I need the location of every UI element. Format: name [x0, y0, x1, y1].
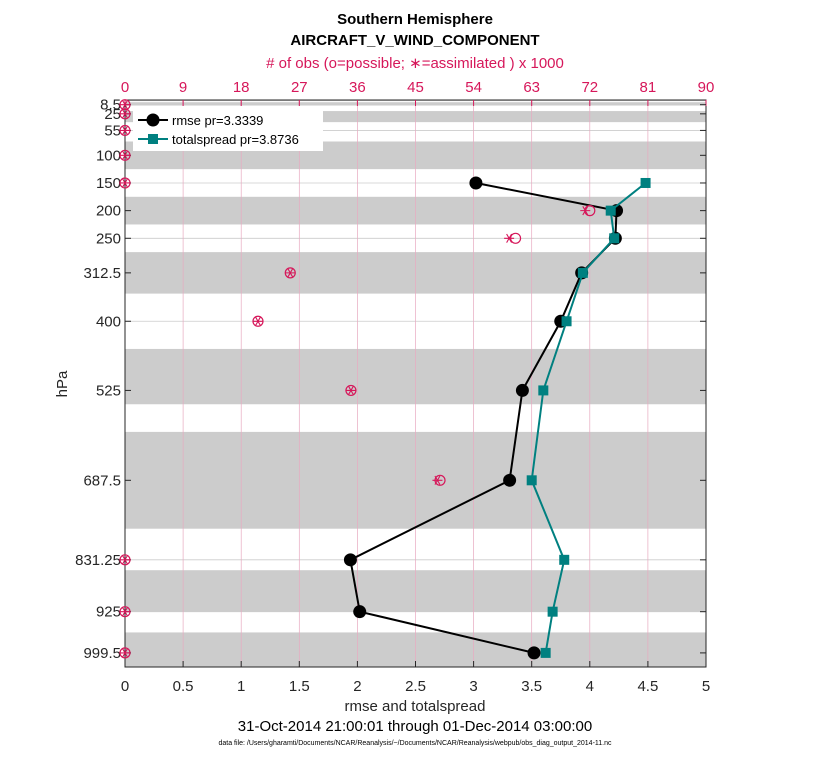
x-tick-label: 1: [237, 678, 245, 695]
data-point-rmse: [343, 553, 357, 567]
series-line-totalspread: [530, 182, 647, 654]
x-axis-top: 0 9 18 27 36 45 54 63 72 81 90: [121, 79, 715, 96]
legend-label-rmse: rmse pr=3.3339: [172, 113, 263, 128]
series-totalspread: [526, 177, 651, 658]
obs-assimilated-point: [120, 150, 130, 160]
x-tick-label: 4: [586, 678, 594, 695]
x-tick-label: 3.5: [521, 678, 542, 695]
top-tick-label: 18: [233, 79, 250, 96]
x-tick-label: 5: [702, 678, 710, 695]
top-tick-label: 81: [640, 79, 657, 96]
data-point-totalspread: [538, 385, 549, 396]
obs-assimilated-point: [580, 206, 591, 216]
y-tick-label: 8.5: [100, 97, 121, 114]
data-point-rmse: [503, 473, 517, 487]
data-point-totalspread: [609, 233, 620, 244]
x-tick-label: 1.5: [289, 678, 310, 695]
data-point-totalspread: [561, 316, 572, 327]
x-tick-label: 3: [469, 678, 477, 695]
obs-assimilated-point: [504, 233, 515, 243]
x-tick-label: 2.5: [405, 678, 426, 695]
y-tick-label: 150: [96, 175, 121, 192]
obs-assimilated-point: [120, 555, 130, 565]
data-point-totalspread: [540, 647, 551, 658]
chart-title: Southern Hemisphere: [337, 11, 493, 28]
data-point-totalspread: [559, 554, 570, 565]
top-tick-label: 90: [698, 79, 715, 96]
date-range-label: 31-Oct-2014 21:00:01 through 01-Dec-2014…: [238, 718, 592, 735]
data-point-totalspread: [605, 205, 616, 216]
y-tick-label: 400: [96, 313, 121, 330]
x-axis-bottom: 0 0.5 1 1.5 2 2.5 3 3.5 4 4.5 5: [121, 100, 710, 695]
obs-assimilated-point: [120, 109, 130, 119]
legend-box: [133, 106, 323, 151]
y-tick-label: 312.5: [83, 265, 121, 282]
obs-assimilated-point: [345, 385, 356, 396]
data-point-rmse: [353, 605, 367, 619]
x-tick-label: 2: [353, 678, 361, 695]
data-point-totalspread: [577, 267, 588, 278]
top-tick-label: 36: [349, 79, 366, 96]
obs-assimilated-point: [252, 316, 263, 326]
chart-subtitle: AIRCRAFT_V_WIND_COMPONENT: [290, 32, 539, 49]
y-tick-label: 687.5: [83, 472, 121, 489]
y-tick-label: 100: [96, 147, 121, 164]
top-tick-label: 54: [465, 79, 482, 96]
y-tick-label: 250: [96, 230, 121, 247]
x-tick-label: 0.5: [173, 678, 194, 695]
y-tick-label: 831.25: [75, 552, 121, 569]
top-tick-label: 27: [291, 79, 308, 96]
y-tick-label: 925: [96, 604, 121, 621]
x-tick-label: 0: [121, 678, 129, 695]
legend: rmse pr=3.3339 totalspread pr=3.8736: [133, 106, 323, 151]
y-tick-label: 25: [104, 106, 121, 123]
obs-assimilated-point: [285, 268, 296, 278]
obs-assimilated-point: [432, 475, 443, 485]
data-point-rmse: [469, 176, 483, 190]
obs-assimilated-point: [120, 100, 130, 110]
top-tick-label: 45: [407, 79, 424, 96]
legend-marker-totalspread: [148, 134, 158, 144]
legend-marker-rmse: [146, 113, 160, 127]
obs-assimilated-point: [120, 178, 130, 188]
series-line-rmse: [349, 181, 618, 654]
top-tick-label: 0: [121, 79, 129, 96]
y-axis-label: hPa: [54, 370, 71, 397]
obs-assimilated-point: [120, 125, 130, 136]
data-point-totalspread: [547, 606, 558, 617]
data-file-footnote: data file: /Users/gharamti/Documents/NCA…: [218, 740, 612, 747]
x-tick-label: 4.5: [637, 678, 658, 695]
legend-label-totalspread: totalspread pr=3.8736: [172, 132, 299, 147]
top-axis-label: # of obs (o=possible; ∗=assimilated ) x …: [266, 55, 564, 72]
x-axis-label: rmse and totalspread: [345, 698, 486, 715]
data-point-totalspread: [640, 177, 651, 188]
top-tick-label: 63: [523, 79, 540, 96]
data-point-rmse: [515, 383, 529, 397]
obs-markers: [119, 99, 596, 659]
top-tick-label: 9: [179, 79, 187, 96]
y-tick-label: 525: [96, 382, 121, 399]
y-tick-label: 200: [96, 203, 121, 220]
obs-assimilated-point: [120, 607, 130, 617]
top-tick-label: 72: [581, 79, 598, 96]
y-tick-label: 55: [104, 122, 121, 139]
data-point-totalspread: [526, 475, 537, 486]
data-point-rmse: [527, 646, 541, 660]
obs-assimilated-point: [120, 648, 130, 658]
y-tick-label: 999.5: [83, 645, 121, 662]
